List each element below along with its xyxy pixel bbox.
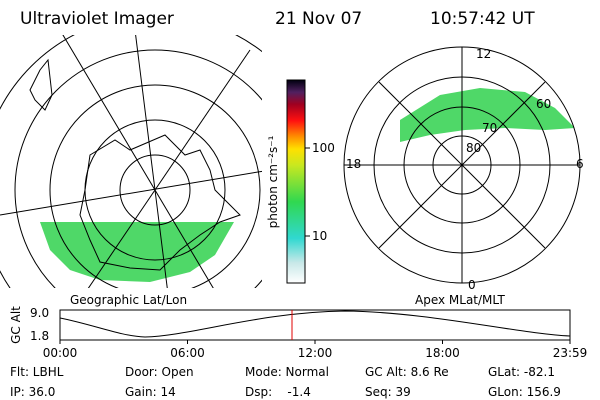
lat-circle — [119, 154, 191, 226]
status-field: Flt: LBHL — [10, 365, 64, 379]
x-label: 18:00 — [425, 346, 460, 360]
colorbar-tick-label: 10 — [312, 229, 327, 243]
colorbar-label: photon cm⁻²s⁻¹ — [266, 135, 280, 228]
colorbar-tick-label: 100 — [312, 141, 335, 155]
lat-label: 60 — [536, 97, 551, 111]
timeline-frame — [59, 309, 571, 341]
status-field: Gain: 14 — [125, 385, 176, 399]
x-labels: 00:00 06:00 12:00 18:00 23:59 — [43, 340, 588, 360]
mlt-label: 0 — [468, 278, 476, 292]
gc-alt-curve — [59, 310, 571, 338]
time: 10:57:42 UT — [430, 9, 535, 29]
polar-plot — [343, 46, 581, 284]
status-field: GC Alt: 8.6 Re — [365, 365, 449, 379]
status-field: GLon: 156.9 — [488, 385, 561, 399]
status-field: Mode: Normal — [245, 365, 329, 379]
mlt-line — [378, 81, 546, 249]
aurora-band — [40, 222, 234, 282]
status-field: Door: Open — [125, 365, 194, 379]
colorbar — [286, 79, 306, 284]
footer: Flt: LBHL Door: Open Mode: Normal GC Alt: 8… — [10, 365, 561, 399]
status-field: Seq: 39 — [365, 385, 411, 399]
coastline — [29, 58, 53, 111]
lat-circle — [14, 49, 262, 288]
x-label: 00:00 — [43, 346, 78, 360]
x-label: 23:59 — [553, 346, 588, 360]
meridian — [0, 170, 262, 216]
aurora-band — [400, 88, 575, 142]
status-field: IP: 36.0 — [10, 385, 55, 399]
status-field: GLat: -82.1 — [488, 365, 555, 379]
mlt-label: 18 — [346, 157, 361, 171]
title: Ultraviolet Imager — [20, 9, 174, 29]
caption: Apex MLat/MLT — [415, 293, 505, 307]
x-label: 06:00 — [170, 346, 205, 360]
coastline — [79, 134, 241, 271]
meridian — [135, 35, 168, 288]
timeline-axis-label: GC Alt — [9, 306, 23, 344]
lat-label: 70 — [482, 121, 497, 135]
date: 21 Nov 07 — [275, 9, 362, 29]
y-label: 9.0 — [30, 306, 49, 320]
caption: Geographic Lat/Lon — [70, 293, 187, 307]
x-label: 12:00 — [298, 346, 333, 360]
y-label: 1.8 — [30, 329, 49, 343]
mlt-label: 6 — [576, 157, 584, 171]
geographic-map — [0, 35, 262, 288]
status-field: Dsp: -1.4 — [245, 385, 311, 399]
lat-label: 80 — [466, 141, 481, 155]
mlt-label: 12 — [476, 47, 491, 61]
lat-circle — [49, 84, 261, 288]
